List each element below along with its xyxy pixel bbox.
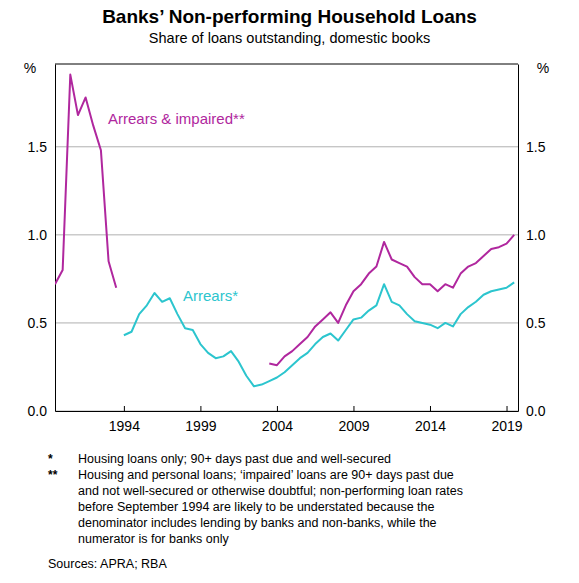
note-text: Housing loans only; 90+ days past due an… (78, 452, 391, 466)
tick: 0.0 (28, 403, 55, 419)
tick-label: 0.5 (28, 315, 48, 331)
grid (55, 147, 518, 411)
grid-line (55, 322, 518, 323)
tick-mark (353, 406, 354, 411)
tick-label: 2019 (491, 418, 522, 434)
tick: 1.5 (28, 139, 55, 155)
note-text: Housing and personal loans; ‘impaired’ l… (78, 468, 454, 482)
tick-mark (430, 406, 431, 411)
tick: 1.0 (518, 227, 546, 243)
axis-line (55, 65, 56, 412)
tick-mark (507, 406, 508, 411)
tick-label: 0.0 (526, 403, 546, 419)
chart: Banks’ Non-performing Household Loans Sha… (0, 0, 579, 583)
grid-line (55, 234, 518, 235)
note-text: before September 1994 are likely to be u… (78, 500, 435, 514)
note-symbol: ** (48, 468, 58, 482)
note-text: denominator includes lending by banks an… (78, 516, 437, 530)
tick: 2009 (338, 406, 369, 434)
series-label: Arrears & impaired** (108, 110, 245, 127)
source: Sources: APRA; RBA (48, 557, 167, 571)
tick-mark (200, 406, 201, 411)
subtitle: Share of loans outstanding, domestic boo… (149, 30, 430, 46)
y-axis: 0.0 0.5 1.0 1.5 (28, 65, 56, 419)
grid-line (55, 146, 518, 147)
tick: 2004 (262, 406, 293, 434)
axis-line (56, 411, 519, 412)
tick: 2014 (415, 406, 446, 434)
tick-label: 1999 (185, 418, 216, 434)
tick-mark (277, 406, 278, 411)
tick-label: 1.5 (526, 139, 546, 155)
plot-area (55, 75, 514, 387)
frame-top (55, 64, 518, 65)
y-axis: 0.0 0.5 1.0 1.5 (518, 65, 546, 419)
tick-mark (124, 406, 125, 411)
y-unit-right: % (537, 60, 549, 76)
y-unit-left: % (24, 60, 36, 76)
series-label: Arrears* (183, 287, 238, 304)
tick-label: 2014 (415, 418, 446, 434)
note-symbol: * (48, 452, 53, 466)
tick: 0.0 (518, 403, 546, 419)
tick-label: 1.0 (28, 227, 48, 243)
tick-label: 1.5 (28, 139, 48, 155)
tick-label: 2009 (338, 418, 369, 434)
note-text: and not well-secured or otherwise doubtf… (78, 484, 463, 498)
axis-line (518, 65, 519, 412)
tick: 0.5 (518, 315, 546, 331)
tick-label: 2004 (262, 418, 293, 434)
tick: 0.5 (28, 315, 55, 331)
x-axis: 1994 1999 2004 2009 2014 2019 (56, 406, 523, 434)
series-line (55, 75, 514, 366)
tick-label: 0.5 (526, 315, 546, 331)
tick: 1994 (109, 406, 140, 434)
tick: 1.0 (28, 227, 55, 243)
tick-label: 1994 (109, 418, 140, 434)
tick: 1999 (185, 406, 216, 434)
note-text: numerator is for banks only (78, 532, 230, 546)
title: Banks’ Non-performing Household Loans (102, 6, 477, 27)
tick-label: 1.0 (526, 227, 546, 243)
tick: 1.5 (518, 139, 546, 155)
tick-label: 0.0 (28, 403, 48, 419)
series-line (124, 282, 514, 386)
